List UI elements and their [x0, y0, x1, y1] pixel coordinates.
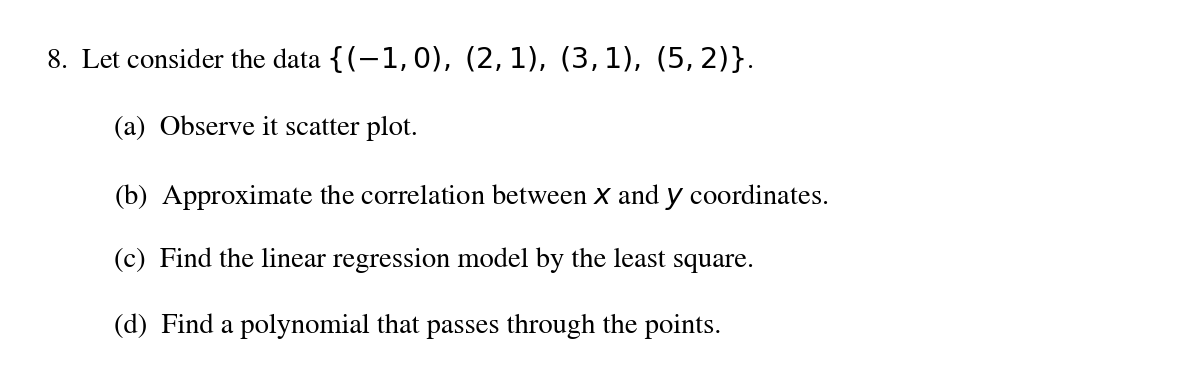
Text: (a)  Observe it scatter plot.: (a) Observe it scatter plot. — [114, 116, 418, 141]
Text: 8.  Let consider the data $\{(-1,0),\; (2,1),\; (3,1),\; (5,2)\}$.: 8. Let consider the data $\{(-1,0),\; (2… — [46, 44, 754, 75]
Text: (c)  Find the linear regression model by the least square.: (c) Find the linear regression model by … — [114, 248, 754, 273]
Text: (d)  Find a polynomial that passes through the points.: (d) Find a polynomial that passes throug… — [114, 314, 721, 339]
Text: (b)  Approximate the correlation between $x$ and $y$ coordinates.: (b) Approximate the correlation between … — [114, 182, 828, 212]
